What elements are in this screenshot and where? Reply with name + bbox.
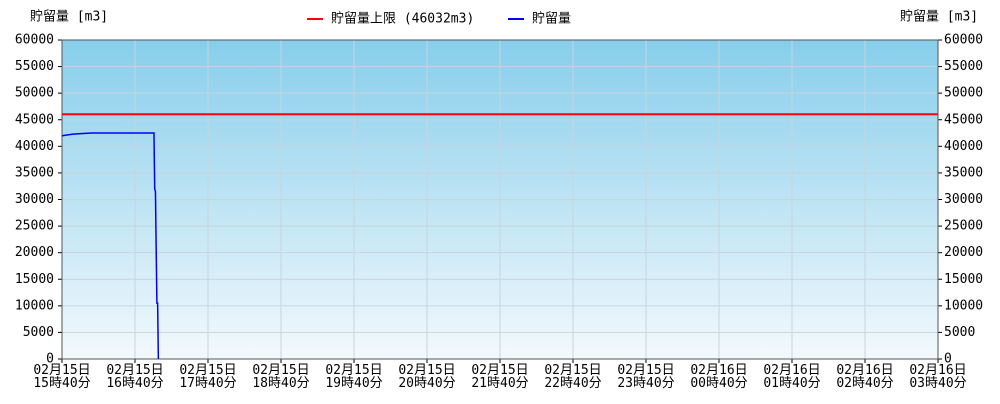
y-tick-label: 5000 [23, 325, 54, 340]
x-tick-label: 02月16日 01時40分 [763, 363, 820, 391]
x-tick-label: 02月15日 16時40分 [106, 363, 163, 391]
y2-tick-label: 55000 [944, 59, 983, 74]
y2-tick-label: 35000 [944, 165, 983, 180]
y2-tick-label: 60000 [944, 33, 983, 48]
y2-tick-label: 10000 [944, 298, 983, 313]
x-tick-label: 02月15日 15時40分 [33, 363, 90, 391]
y-tick-label: 10000 [15, 298, 54, 313]
y-tick-label: 20000 [15, 245, 54, 260]
x-tick-label: 02月15日 23時40分 [617, 363, 674, 391]
y-tick-label: 0 [46, 352, 54, 367]
x-tick-label: 02月15日 18時40分 [252, 363, 309, 391]
y2-tick-label: 50000 [944, 86, 983, 101]
y-tick-label: 25000 [15, 219, 54, 234]
y2-tick-label: 0 [944, 352, 952, 367]
x-tick-label: 02月15日 17時40分 [179, 363, 236, 391]
y-tick-label: 35000 [15, 165, 54, 180]
y-tick-label: 45000 [15, 112, 54, 127]
x-tick-label: 02月16日 00時40分 [690, 363, 747, 391]
x-tick-label: 02月15日 22時40分 [544, 363, 601, 391]
x-tick-label: 02月15日 21時40分 [471, 363, 528, 391]
y-tick-label: 40000 [15, 139, 54, 154]
x-tick-label: 02月15日 19時40分 [325, 363, 382, 391]
y-tick-label: 55000 [15, 59, 54, 74]
legend-label: 貯留量上限 (46032m3) [331, 12, 474, 27]
plot-border [61, 39, 939, 360]
y-tick-label: 50000 [15, 86, 54, 101]
y2-tick-label: 25000 [944, 219, 983, 234]
x-tick-label: 02月15日 20時40分 [398, 363, 455, 391]
y-tick-label: 15000 [15, 272, 54, 287]
y2-axis-title: 貯留量 [m3] [900, 10, 978, 25]
y2-tick-label: 45000 [944, 112, 983, 127]
y-tick-label: 30000 [15, 192, 54, 207]
y-tick-label: 60000 [15, 33, 54, 48]
x-tick-label: 02月16日 03時40分 [909, 363, 966, 391]
series-line [61, 132, 160, 360]
x-tick-label: 02月16日 02時40分 [836, 363, 893, 391]
y2-tick-label: 15000 [944, 272, 983, 287]
y2-tick-label: 20000 [944, 245, 983, 260]
y-axis-title: 貯留量 [m3] [30, 10, 108, 25]
legend-label: 貯留量 [532, 12, 571, 27]
y2-tick-label: 30000 [944, 192, 983, 207]
y2-tick-label: 40000 [944, 139, 983, 154]
y2-tick-label: 5000 [944, 325, 975, 340]
